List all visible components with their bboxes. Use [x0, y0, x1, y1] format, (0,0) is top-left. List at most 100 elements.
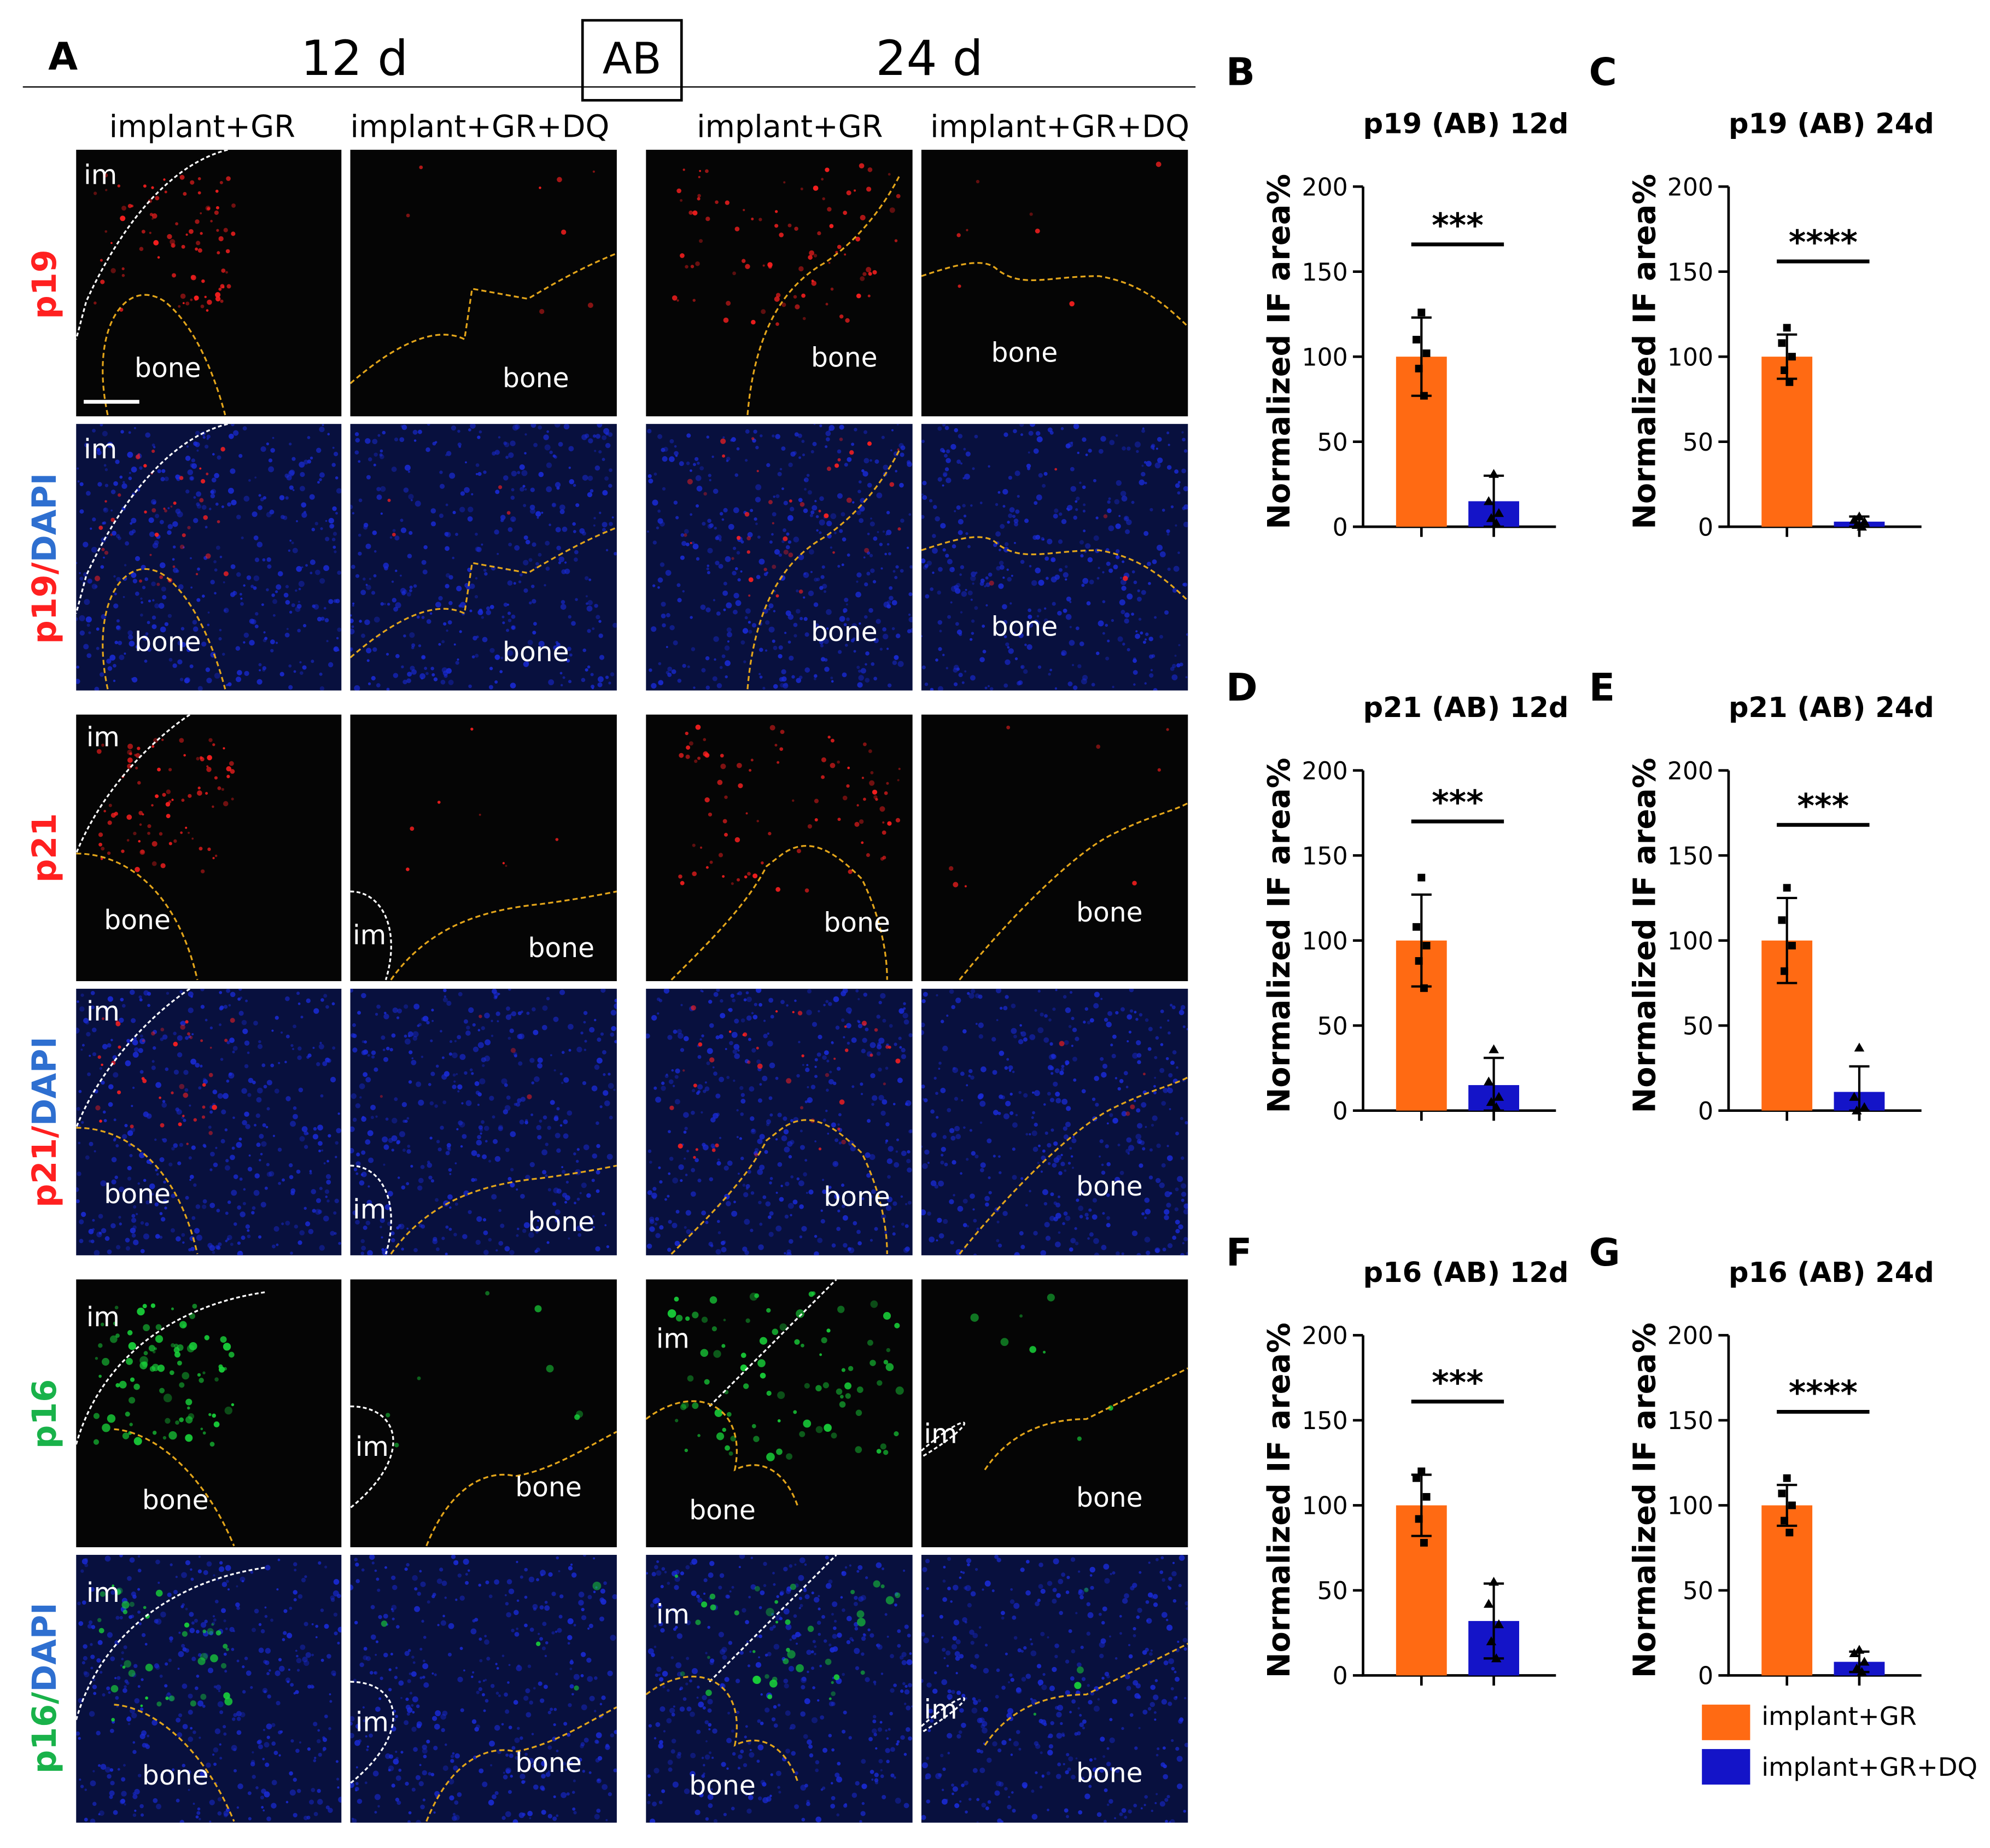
micrograph-p19-12d-gr: im bone: [76, 149, 342, 417]
bone-label: bone: [142, 1485, 209, 1516]
y-tick-label: 100: [1667, 1493, 1713, 1520]
y-tick-label: 150: [1302, 1407, 1348, 1435]
data-point: [1417, 1467, 1426, 1476]
data-point: [1785, 1529, 1794, 1537]
data-point: [1859, 1657, 1870, 1666]
implant-label: im: [924, 1694, 958, 1725]
micrograph-p21-dapi-12d-gr: im bone: [76, 988, 342, 1256]
y-tick-label: 0: [1698, 1098, 1713, 1126]
micrograph-p16-dapi-24d-gr-dq: im bone: [921, 1554, 1188, 1823]
y-tick-label: 0: [1333, 514, 1348, 541]
y-tick-label: 150: [1302, 259, 1348, 287]
implant-label: im: [86, 1577, 120, 1608]
data-point: [1854, 1042, 1865, 1052]
data-point: [1484, 1076, 1494, 1086]
data-point: [1489, 1044, 1499, 1053]
y-tick-label: 200: [1302, 757, 1348, 785]
data-point: [1486, 513, 1497, 522]
significance-stars: ***: [1432, 1364, 1484, 1402]
y-tick-label: 200: [1667, 173, 1713, 201]
micrograph-p21-24d-gr: bone: [646, 714, 913, 981]
micrograph-p16-24d-gr: im bone: [646, 1279, 913, 1548]
micrograph-p19-12d-gr-dq: bone: [350, 149, 617, 417]
significance-stars: ****: [1789, 1374, 1858, 1413]
data-point: [1491, 1653, 1502, 1663]
micrograph-p19-dapi-24d-gr-dq: bone: [921, 424, 1188, 691]
y-tick-label: 150: [1667, 259, 1713, 287]
micrograph-p16-dapi-24d-gr: im bone: [646, 1554, 913, 1823]
data-point: [1783, 884, 1791, 892]
y-tick-label: 200: [1667, 1322, 1713, 1350]
bone-label: bone: [515, 1472, 582, 1503]
data-point: [1781, 967, 1789, 975]
micrograph-p16-dapi-12d-gr-dq: im bone: [350, 1554, 617, 1823]
chart-c: p19 (AB) 24d Normalized IF area% 0 50 100 150…: [1627, 108, 1934, 542]
data-point: [1493, 508, 1504, 517]
y-tick-label: 100: [1302, 1493, 1348, 1520]
bone-label: bone: [1076, 1482, 1143, 1513]
significance-stars: ****: [1789, 224, 1858, 262]
y-tick-label: 0: [1333, 1098, 1348, 1126]
data-point: [1778, 339, 1786, 347]
data-point: [1857, 1666, 1867, 1676]
data-point: [1781, 366, 1789, 374]
significance-stars: ***: [1798, 787, 1849, 825]
bone-label: bone: [503, 363, 569, 394]
micrograph-p16-12d-gr-dq: im bone: [350, 1279, 617, 1548]
data-point: [1484, 1599, 1494, 1608]
micrograph-p21-dapi-24d-gr: bone: [646, 988, 913, 1256]
data-point: [1859, 1102, 1870, 1111]
data-point: [1852, 1663, 1862, 1672]
bone-label: bone: [1076, 1758, 1143, 1789]
implant-label: im: [353, 1194, 387, 1225]
chart-f: p16 (AB) 12d Normalized IF area% 0 50 100 150…: [1262, 1257, 1568, 1690]
data-point: [1781, 1517, 1789, 1525]
bone-label: bone: [528, 932, 595, 964]
header-divider: [22, 86, 1196, 88]
y-tick-label: 50: [1317, 429, 1348, 457]
chart-title: p19 (AB) 24d: [1729, 108, 1934, 141]
y-axis-label: Normalized IF area%: [1627, 757, 1662, 1113]
panel-label-e: E: [1589, 666, 1615, 711]
y-tick-label: 100: [1302, 928, 1348, 955]
bone-label: bone: [689, 1770, 756, 1802]
chart-title: p21 (AB) 12d: [1363, 692, 1569, 724]
bone-label: bone: [104, 905, 171, 936]
data-point: [1422, 942, 1431, 950]
data-point: [1486, 1636, 1497, 1646]
y-tick-label: 0: [1333, 1663, 1348, 1690]
bone-label: bone: [104, 1179, 171, 1210]
legend-label-implant-gr-dq: implant+GR+DQ: [1761, 1751, 1978, 1782]
implant-label: im: [86, 722, 120, 753]
bone-label: bone: [503, 637, 569, 668]
y-tick-label: 50: [1317, 1012, 1348, 1040]
significance-stars: ***: [1432, 207, 1484, 245]
data-point: [1854, 511, 1865, 521]
column-header-12d-gr: implant+GR: [109, 109, 295, 145]
data-point: [1778, 916, 1786, 924]
micrograph-p21-dapi-24d-gr-dq: bone: [921, 988, 1188, 1256]
data-point: [1852, 1105, 1862, 1115]
bone-label: bone: [135, 353, 201, 383]
data-point: [1422, 1493, 1431, 1501]
implant-label: im: [656, 1599, 690, 1630]
data-point: [1493, 1092, 1504, 1101]
data-point: [1854, 1645, 1865, 1654]
bone-label: bone: [810, 342, 878, 374]
y-tick-label: 50: [1683, 1577, 1713, 1605]
data-point: [1417, 873, 1426, 882]
legend-swatch-implant-gr-dq: [1702, 1749, 1750, 1785]
micrograph-p19-24d-gr-dq: bone: [921, 149, 1188, 417]
implant-label: im: [355, 1707, 389, 1738]
data-point: [1422, 349, 1431, 357]
chart-title: p19 (AB) 12d: [1363, 108, 1569, 141]
legend-label-implant-gr: implant+GR: [1761, 1700, 1917, 1732]
panel-label-a: A: [48, 35, 78, 80]
data-point: [1783, 1474, 1791, 1482]
y-axis-label: Normalized IF area%: [1262, 757, 1297, 1113]
bone-label: bone: [1076, 1171, 1143, 1202]
y-tick-label: 200: [1302, 1322, 1348, 1350]
chart-d: p21 (AB) 12d Normalized IF area% 0 50 100 150…: [1262, 692, 1569, 1126]
